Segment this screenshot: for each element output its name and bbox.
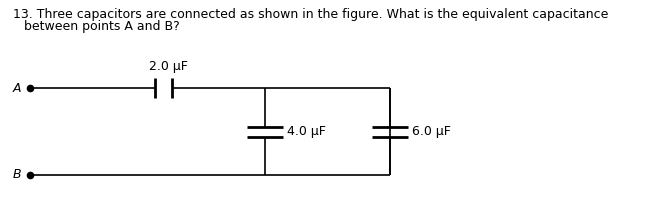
Text: 2.0 μF: 2.0 μF: [149, 60, 188, 73]
Text: 4.0 μF: 4.0 μF: [287, 125, 326, 138]
Text: 6.0 μF: 6.0 μF: [412, 125, 451, 138]
Text: 13. Three capacitors are connected as shown in the figure. What is the equivalen: 13. Three capacitors are connected as sh…: [13, 8, 608, 21]
Text: between points A and B?: between points A and B?: [24, 20, 180, 33]
Text: A: A: [12, 81, 21, 95]
Text: B: B: [12, 168, 21, 182]
